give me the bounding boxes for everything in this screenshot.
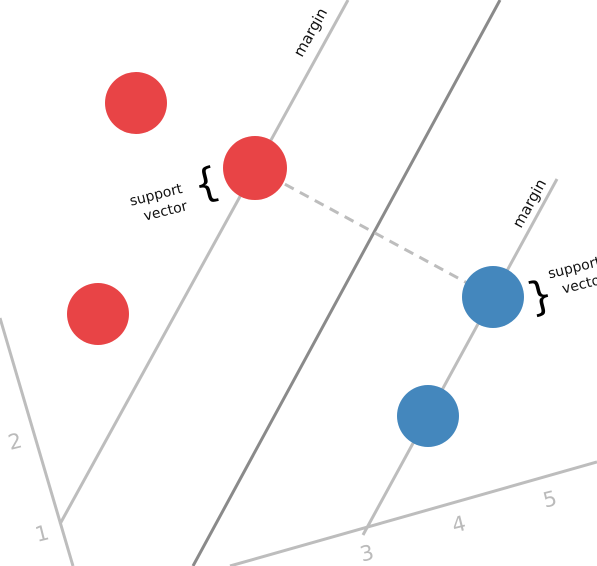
hyperplane-line (193, 0, 500, 566)
blue-point (397, 385, 459, 447)
axis-bottom (230, 462, 597, 566)
support-vector-annotation-left: support vector { (125, 158, 225, 227)
support-vector-annotation-right: } support vector (521, 254, 597, 322)
tick-label-1: 1 (33, 520, 52, 547)
brace-left: { (189, 158, 225, 209)
red-point (67, 283, 129, 345)
tick-label-4: 4 (450, 511, 469, 538)
tick-label-2: 2 (6, 428, 25, 455)
margin-label-left: margin (290, 5, 331, 60)
red-point (105, 72, 167, 134)
red-support-vector (223, 136, 287, 200)
tick-label-5: 5 (541, 486, 560, 513)
blue-support-vector (462, 266, 524, 328)
margin-line-left (60, 0, 348, 524)
tick-label-3: 3 (358, 540, 377, 566)
